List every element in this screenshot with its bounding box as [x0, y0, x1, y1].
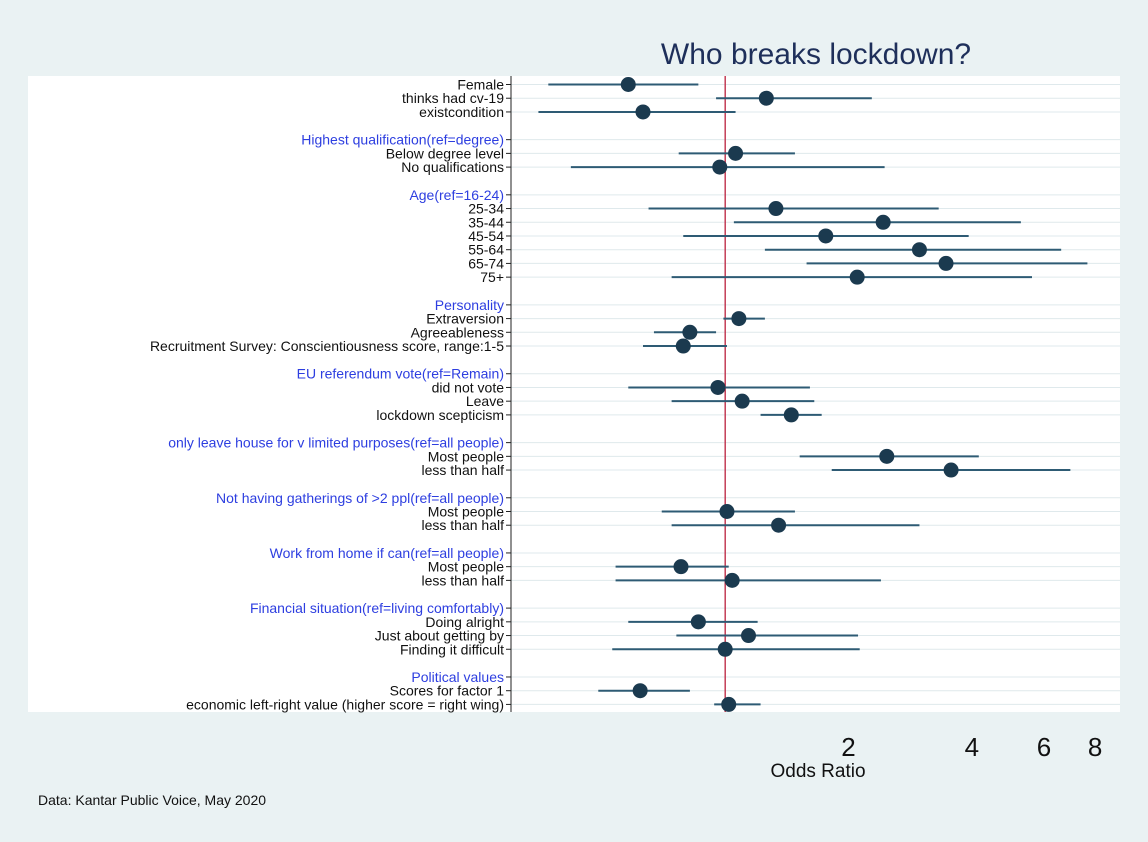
data-source-note: Data: Kantar Public Voice, May 2020: [38, 792, 267, 808]
point-estimate: [673, 559, 689, 575]
x-axis-label: Odds Ratio: [770, 761, 865, 782]
row-label: Doing alright: [425, 614, 504, 630]
point-estimate: [682, 324, 698, 340]
row-label: Scores for factor 1: [390, 683, 505, 699]
point-estimate: [943, 462, 959, 478]
row-label: Extraversion: [426, 311, 504, 327]
group-heading-label: only leave house for v limited purposes(…: [168, 435, 504, 451]
x-tick-label: 8: [1088, 732, 1102, 762]
row-label: 25-34: [468, 201, 504, 217]
point-estimate: [635, 104, 651, 120]
group-heading-label: Highest qualification(ref=degree): [301, 132, 504, 148]
point-estimate: [620, 77, 636, 92]
point-estimate: [818, 228, 834, 244]
row-label: less than half: [422, 462, 505, 478]
point-estimate: [721, 696, 737, 712]
group-heading-label: EU referendum vote(ref=Remain): [297, 366, 504, 382]
point-estimate: [741, 628, 757, 644]
x-tick-label: 4: [965, 732, 979, 762]
point-estimate: [734, 393, 750, 409]
row-label: 35-44: [468, 214, 504, 230]
point-estimate: [675, 338, 691, 354]
group-heading-label: Financial situation(ref=living comfortab…: [250, 600, 504, 616]
point-estimate: [938, 255, 954, 271]
group-heading-label: Work from home if can(ref=all people): [270, 545, 504, 561]
row-label: Agreeableness: [411, 324, 504, 340]
x-tick-label: 2: [841, 732, 855, 762]
row-label: Leave: [466, 393, 504, 409]
group-heading-label: Not having gatherings of >2 ppl(ref=all …: [216, 490, 504, 506]
row-label: 55-64: [468, 242, 504, 258]
row-label: 45-54: [468, 228, 504, 244]
point-estimate: [719, 504, 735, 519]
row-label: No qualifications: [401, 159, 504, 175]
point-estimate: [849, 269, 865, 285]
row-label: 75+: [480, 269, 504, 285]
point-estimate: [724, 572, 740, 588]
row-label: Recruitment Survey: Conscientiousness sc…: [150, 338, 504, 354]
point-estimate: [690, 614, 706, 630]
point-estimate: [758, 90, 774, 106]
point-estimate: [712, 159, 728, 175]
point-estimate: [731, 311, 747, 327]
row-label: 65-74: [468, 255, 504, 271]
row-label: economic left-right value (higher score …: [186, 696, 504, 712]
row-label: Most people: [428, 559, 504, 575]
row-label: less than half: [422, 517, 505, 533]
row-label: did not vote: [432, 379, 505, 395]
point-estimate: [911, 242, 927, 258]
row-label: existcondition: [419, 104, 504, 120]
chart-title: Who breaks lockdown?: [661, 38, 971, 71]
point-estimate: [710, 379, 726, 395]
point-estimate: [771, 517, 787, 533]
plot-area: [511, 76, 1120, 712]
group-heading-label: Personality: [435, 297, 504, 313]
row-label: Female: [457, 77, 504, 93]
point-estimate: [717, 641, 733, 657]
row-label: Most people: [428, 504, 504, 520]
row-label: less than half: [422, 572, 505, 588]
label-area: [28, 76, 511, 712]
x-tick-label: 6: [1037, 732, 1051, 762]
row-label: Most people: [428, 448, 504, 464]
row-label: Just about getting by: [375, 628, 504, 644]
point-estimate: [879, 448, 895, 464]
row-label: Below degree level: [386, 145, 504, 161]
point-estimate: [632, 683, 648, 699]
group-heading-label: Political values: [411, 669, 504, 685]
row-label: Finding it difficult: [400, 641, 504, 657]
row-label: thinks had cv-19: [402, 90, 504, 106]
row-label: lockdown scepticism: [376, 407, 504, 423]
point-estimate: [783, 407, 799, 423]
point-estimate: [728, 145, 744, 161]
point-estimate: [768, 201, 784, 217]
group-heading-label: Age(ref=16-24): [409, 187, 504, 203]
point-estimate: [875, 214, 891, 230]
